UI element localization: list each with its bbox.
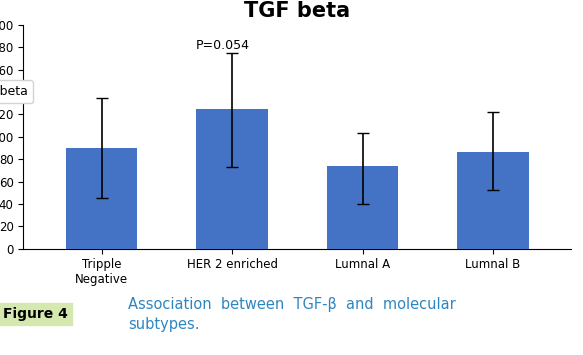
Bar — [196, 109, 268, 249]
Legend: TGF beta: TGF beta — [0, 80, 33, 103]
Bar — [66, 148, 138, 249]
Bar — [326, 166, 398, 249]
Title: TGF beta: TGF beta — [244, 0, 350, 21]
Text: Association  between  TGF-β  and  molecular
subtypes.: Association between TGF-β and molecular … — [128, 297, 456, 332]
Text: P=0.054: P=0.054 — [195, 39, 250, 53]
Bar — [457, 152, 529, 249]
Text: Figure 4: Figure 4 — [2, 307, 68, 321]
